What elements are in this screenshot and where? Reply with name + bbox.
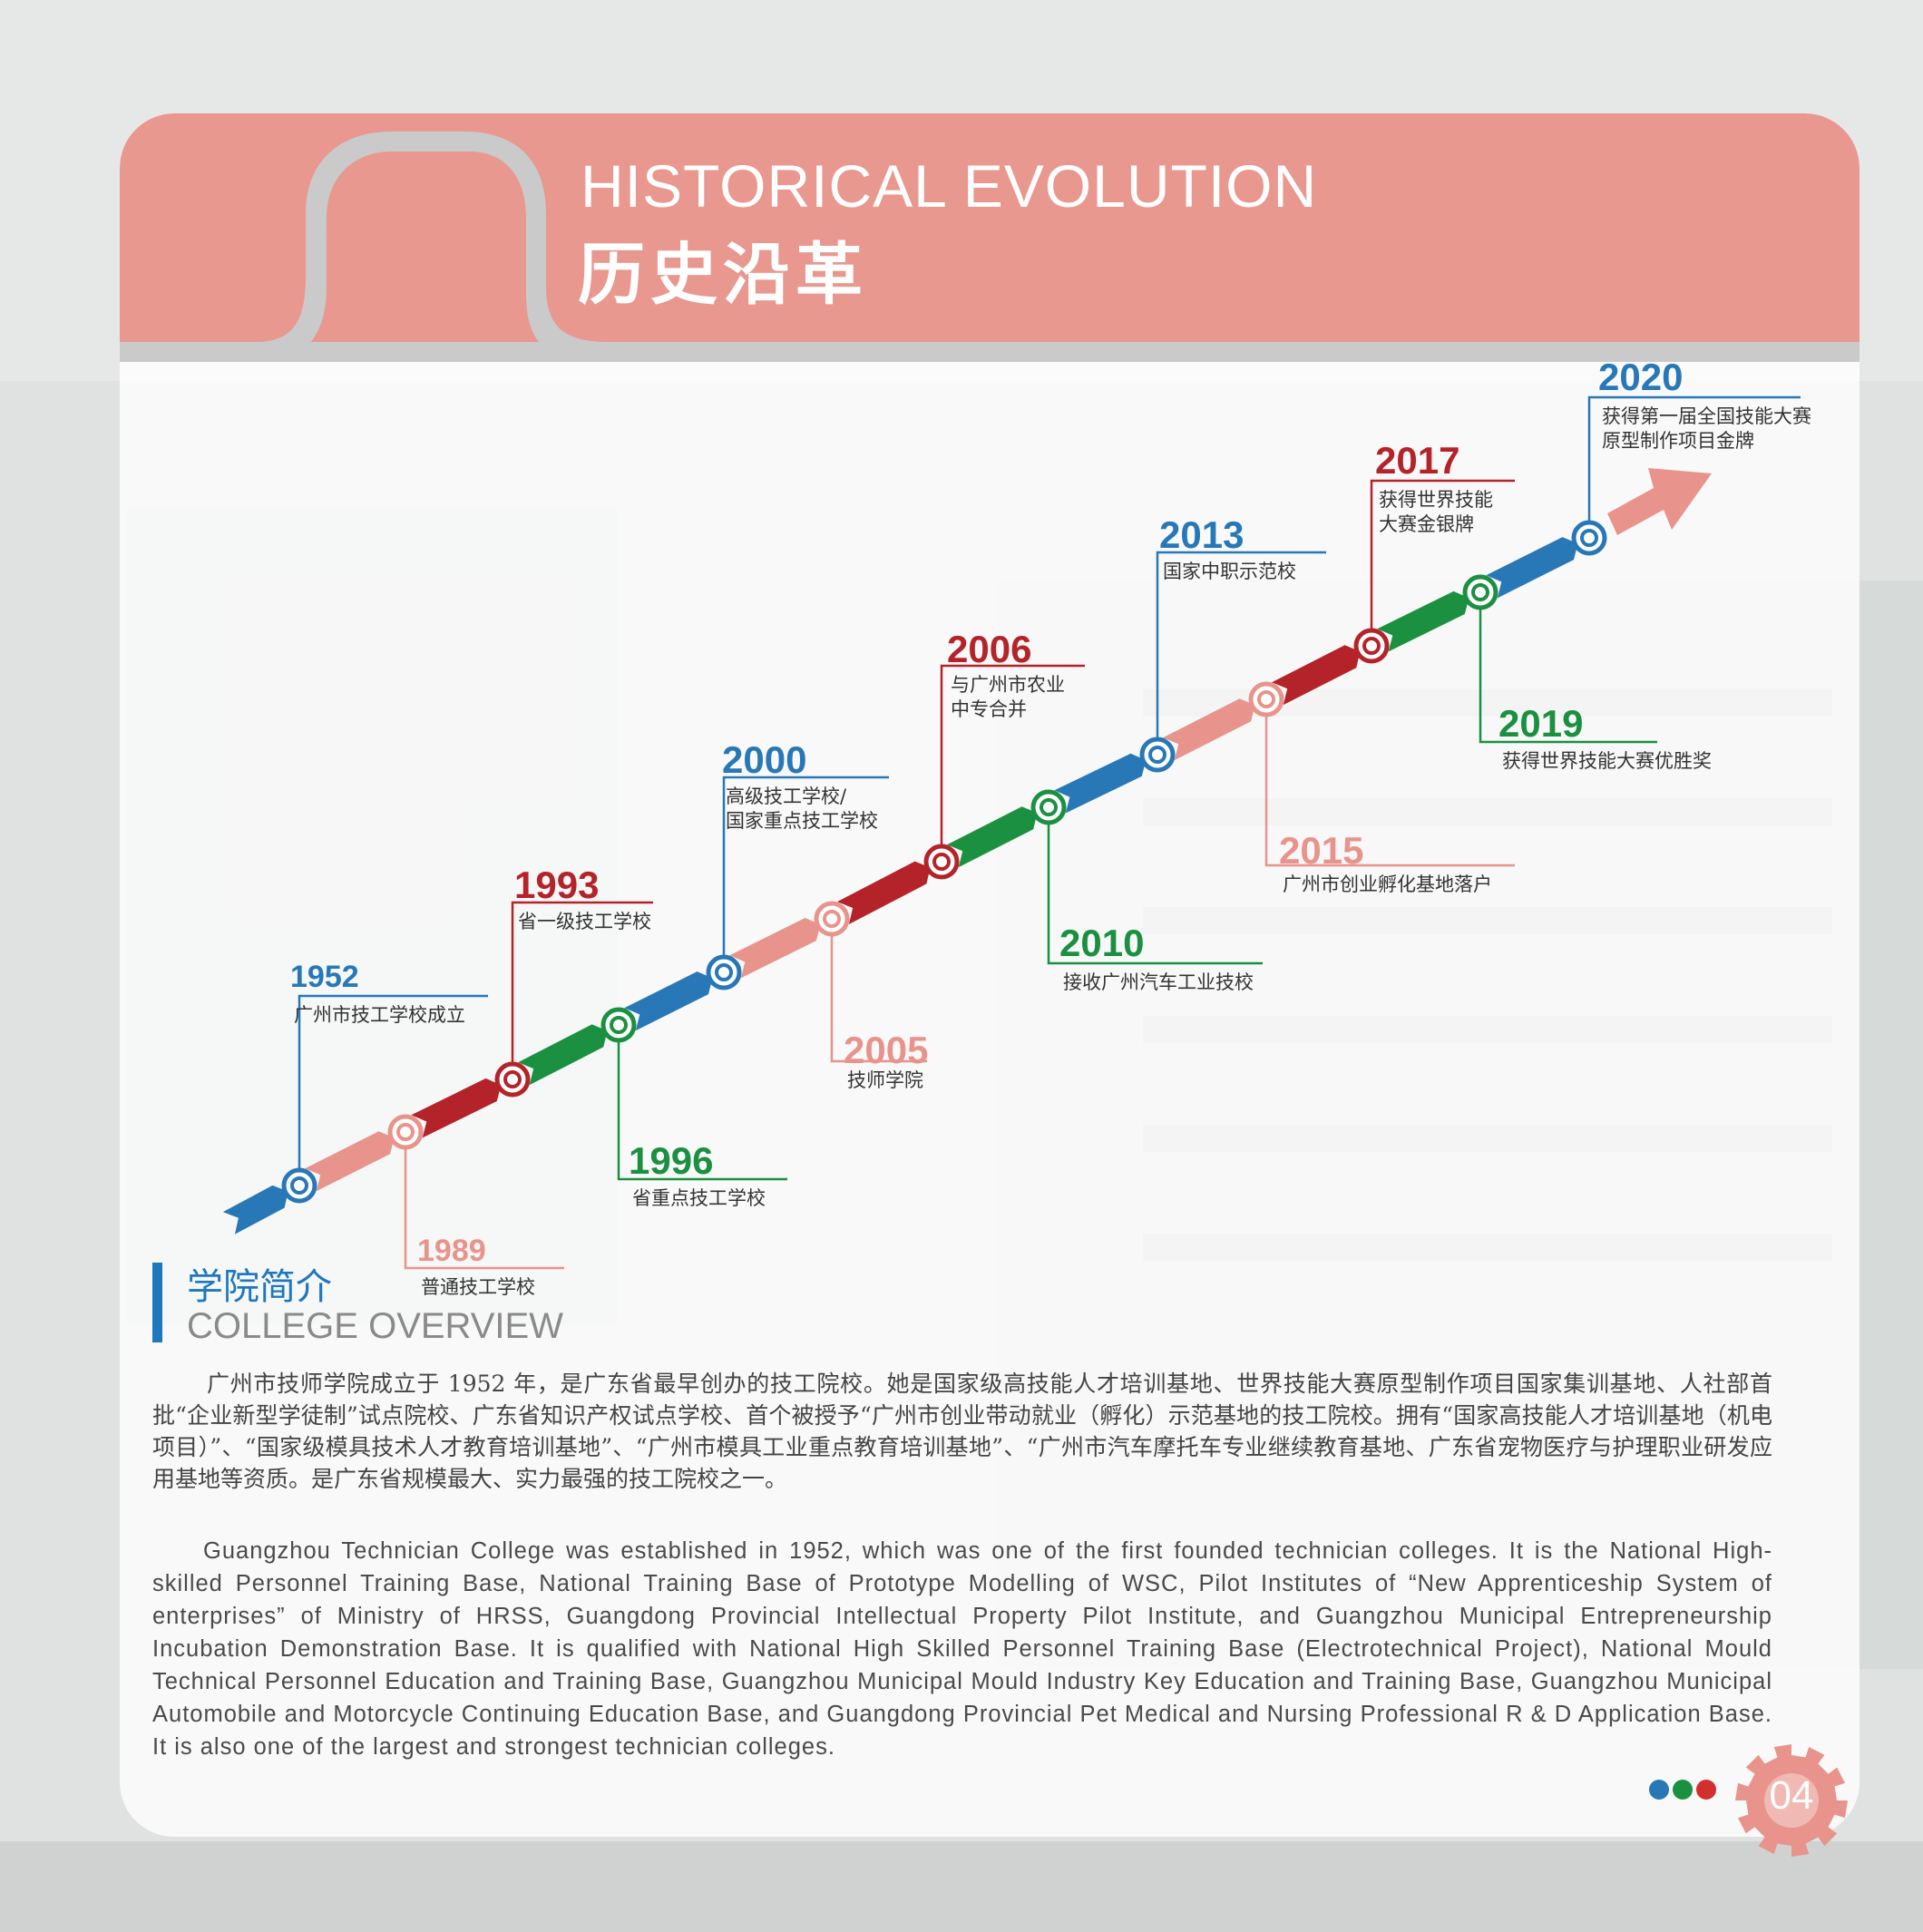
timeline-leader-line (940, 664, 1085, 862)
timeline-event-line: 技师学院 (847, 1069, 923, 1091)
timeline-segment (305, 1131, 395, 1192)
overview-paragraph-en: Guangzhou Technician College was establi… (152, 1538, 1772, 1760)
timeline-segment (729, 918, 821, 979)
timeline-leader-line (1156, 551, 1326, 755)
timeline-event-2015: 广州市创业孵化基地落户 (1283, 873, 1492, 897)
overview-title-en: COLLEGE OVERVIEW (187, 1306, 563, 1346)
timeline-segment (518, 1024, 608, 1086)
timeline-node-core (1580, 529, 1598, 547)
timeline-leader-line (617, 1025, 787, 1181)
timeline-year-2019: 2019 (1498, 702, 1584, 745)
timeline-event-line: 获得第一届全国技能大赛 (1602, 405, 1811, 427)
timeline-year-2000: 2000 (722, 738, 807, 781)
timeline-event-line: 广州市创业孵化基地落户 (1283, 873, 1492, 895)
timeline-year-2010: 2010 (1059, 922, 1145, 964)
timeline-leader-line (1587, 395, 1801, 538)
timeline-event-line: 国家中职示范校 (1163, 561, 1296, 582)
timeline-event-line: 普通技工学校 (421, 1276, 535, 1298)
timeline-node-core (1040, 798, 1058, 816)
timeline-node-core (396, 1123, 415, 1141)
page-title-cn: 历史沿革 (578, 236, 868, 314)
timeline-node-core (823, 910, 841, 928)
timeline-node-core (1362, 637, 1381, 655)
section-number: 01 (321, 161, 469, 313)
timeline-event-line: 获得世界技能 (1379, 489, 1493, 511)
timeline-node-core (932, 853, 951, 871)
timeline-leader-line (404, 1132, 564, 1270)
timeline-year-2020: 2020 (1598, 356, 1684, 398)
timeline-event-1993: 省一级技工学校 (518, 910, 651, 934)
timeline-segment (411, 1078, 502, 1138)
timeline-segment (1054, 753, 1147, 814)
timeline-year-1952: 1952 (290, 960, 359, 994)
timeline-node-core (610, 1016, 628, 1034)
timeline-leader-line (511, 901, 653, 1079)
footer-dot-blue (1649, 1780, 1669, 1800)
timeline-node-core (290, 1176, 308, 1195)
timeline-leader-line (1047, 807, 1263, 965)
timeline-event-2017: 获得世界技能 大赛金银牌 (1379, 488, 1493, 537)
page-title-en: HISTORICAL EVOLUTION (581, 152, 1318, 220)
timeline-event-line: 中专合并 (951, 698, 1027, 720)
timeline-event-line: 接收广州汽车工业技校 (1063, 971, 1254, 993)
overview-title-cn: 学院简介 (187, 1266, 332, 1308)
timeline-leader-line (298, 994, 488, 1186)
timeline-event-2013: 国家中职示范校 (1163, 560, 1296, 584)
overview-accent-bar (152, 1263, 162, 1342)
gear-icon (1735, 1744, 1848, 1857)
timeline-event-1952: 广州市技工学校成立 (294, 1003, 465, 1028)
timeline-segment (1377, 590, 1469, 652)
timeline-event-1996: 省重点技工学校 (632, 1186, 766, 1211)
timeline-segment (222, 1185, 288, 1234)
timeline-event-2019: 获得世界技能大赛优胜奖 (1502, 749, 1712, 774)
timeline-segment (1272, 645, 1361, 706)
timeline-event-line: 国家重点技工学校 (726, 810, 878, 832)
timeline-event-line: 获得世界技能大赛优胜奖 (1502, 750, 1712, 772)
timeline-event-line: 省重点技工学校 (632, 1187, 766, 1209)
timeline-year-2013: 2013 (1159, 513, 1245, 556)
timeline-year-1989: 1989 (417, 1234, 486, 1268)
timeline-event-2005: 技师学院 (847, 1068, 923, 1093)
timeline-event-2010: 接收广州汽车工业技校 (1063, 971, 1254, 995)
footer-dot-red (1696, 1780, 1716, 1800)
timeline-segment (1163, 698, 1255, 761)
timeline-year-2006: 2006 (947, 628, 1032, 670)
timeline-event-line: 大赛金银牌 (1379, 513, 1474, 535)
timeline-event-2020: 获得第一届全国技能大赛 原型制作项目金牌 (1602, 405, 1811, 454)
timeline-year-2005: 2005 (844, 1029, 929, 1071)
timeline-event-line: 省一级技工学校 (518, 911, 651, 932)
page-number: 04 (1769, 1773, 1814, 1818)
timeline-segment (837, 861, 931, 924)
footer-dot-green (1673, 1780, 1693, 1800)
timeline-segment (1486, 537, 1578, 599)
timeline-year-2017: 2017 (1375, 439, 1460, 482)
timeline-leader-line (1479, 592, 1657, 744)
timeline-event-2000: 高级技工学校/国家重点技工学校 (726, 785, 878, 834)
content-card: 01 HISTORICAL EVOLUTION 历史沿革 (120, 113, 1860, 1837)
timeline-year-1993: 1993 (514, 864, 600, 906)
timeline-event-line: 广州市技工学校成立 (294, 1004, 465, 1026)
timeline-year-2015: 2015 (1279, 829, 1364, 872)
timeline-arrowhead (1607, 468, 1712, 535)
timeline-event-line: 高级技工学校/ (726, 785, 847, 807)
timeline-year-1996: 1996 (629, 1139, 714, 1182)
timeline-node-core (715, 963, 733, 981)
timeline-node-core (1148, 746, 1166, 764)
timeline-segment (947, 806, 1038, 868)
timeline-leader-line (830, 919, 927, 1063)
overview-paragraph-cn: 广州市技师学院成立于 1952 年，是广东省最早创办的技工院校。她是国家级高技能… (152, 1371, 1772, 1492)
timeline-segment (624, 971, 713, 1031)
timeline-event-2006: 与广州市农业 中专合并 (951, 673, 1065, 722)
timeline-node-core (1471, 583, 1489, 601)
timeline-leader-line (1264, 699, 1515, 867)
timeline-event-1989: 普通技工学校 (421, 1275, 535, 1300)
timeline-node-core (1257, 690, 1275, 708)
timeline-event-line: 与广州市农业 (951, 674, 1065, 696)
timeline-leader-line (1370, 479, 1515, 646)
timeline-node-core (503, 1070, 522, 1088)
timeline-leader-line (722, 776, 889, 972)
timeline-event-line: 原型制作项目金牌 (1602, 430, 1754, 452)
